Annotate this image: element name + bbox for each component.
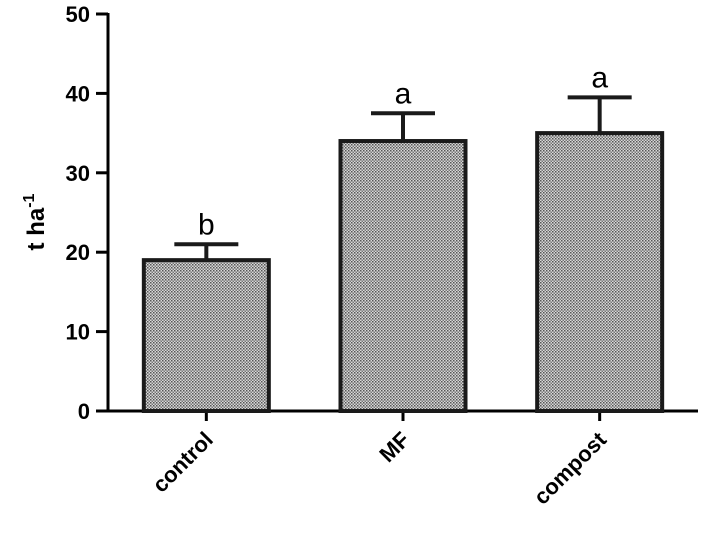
x-tick-label-compost: compost bbox=[529, 426, 612, 509]
bar-compost bbox=[535, 131, 665, 413]
y-tick-label: 30 bbox=[66, 161, 90, 186]
bar-control bbox=[141, 258, 271, 414]
y-axis-label-main: t ha bbox=[23, 207, 50, 250]
significance-label-MF: a bbox=[395, 77, 412, 110]
x-axis: control MF compost bbox=[108, 409, 698, 509]
y-axis-label-superscript: -1 bbox=[21, 193, 38, 207]
y-axis: 0 10 20 30 40 50 bbox=[66, 2, 110, 424]
significance-label-control: b bbox=[198, 208, 215, 241]
y-tick-label: 40 bbox=[66, 81, 90, 106]
bars: b a a bbox=[141, 61, 665, 414]
y-tick-label: 10 bbox=[66, 320, 90, 345]
bar-MF bbox=[338, 139, 468, 413]
y-tick-label: 50 bbox=[66, 2, 90, 27]
y-tick-label: 0 bbox=[78, 399, 90, 424]
significance-label-compost: a bbox=[591, 61, 608, 94]
y-tick-label: 20 bbox=[66, 240, 90, 265]
y-axis-label: t ha-1 bbox=[21, 193, 50, 250]
x-tick-label-MF: MF bbox=[374, 427, 414, 467]
x-tick-label-control: control bbox=[147, 427, 217, 497]
